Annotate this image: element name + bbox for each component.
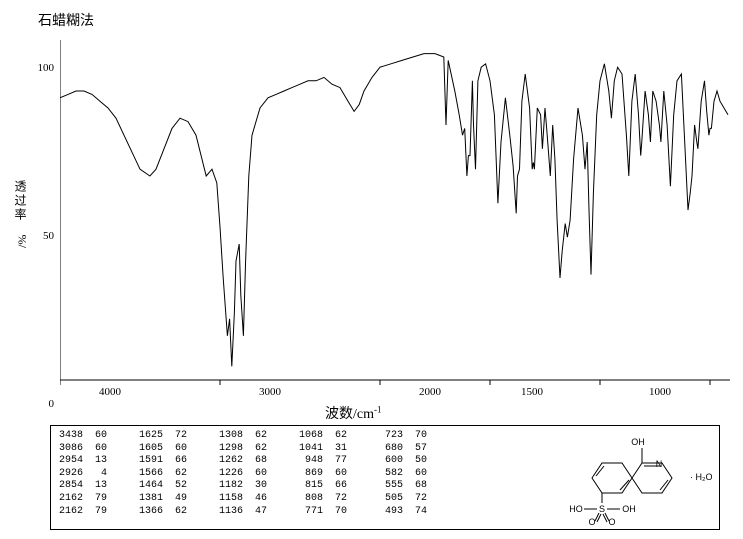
peak-row: 1381 49 — [133, 493, 213, 506]
peak-row: 2162 79 — [53, 493, 133, 506]
peak-row: 2854 13 — [53, 480, 133, 493]
peak-column: 3438 60 3086 60 2954 13 2926 4 2854 13 2… — [53, 430, 133, 525]
peak-row: 555 68 — [373, 480, 453, 493]
peak-row: 2926 4 — [53, 468, 133, 481]
peak-row: 1041 31 — [293, 443, 373, 456]
peak-row: 1605 60 — [133, 443, 213, 456]
mol-oh-top: OH — [631, 437, 645, 447]
peak-row: 505 72 — [373, 493, 453, 506]
peak-row: 1068 62 — [293, 430, 373, 443]
peak-row: 1298 62 — [213, 443, 293, 456]
peak-column: 1308 62 1298 62 1262 68 1226 60 1182 30 … — [213, 430, 293, 525]
peak-row: 948 77 — [293, 455, 373, 468]
spectrum-line — [60, 54, 728, 367]
peak-column: 723 70 680 57 600 50 582 60 555 68 505 7… — [373, 430, 453, 525]
peak-row: 808 72 — [293, 493, 373, 506]
peak-row: 680 57 — [373, 443, 453, 456]
y-tick-label: 100 — [30, 62, 54, 74]
mol-o1: O — [588, 517, 595, 525]
peak-row: 1158 46 — [213, 493, 293, 506]
peak-column: 1068 62 1041 31 948 77 869 60 815 66 808… — [293, 430, 373, 525]
peak-row: 1136 47 — [213, 506, 293, 519]
y-tick-label: 0 — [30, 398, 54, 410]
peak-row: 1625 72 — [133, 430, 213, 443]
y-axis-label: 透过率 — [12, 180, 29, 222]
peak-row: 723 70 — [373, 430, 453, 443]
peak-row: 869 60 — [293, 468, 373, 481]
peak-row: 1308 62 — [213, 430, 293, 443]
peak-row: 582 60 — [373, 468, 453, 481]
peak-row: 1591 66 — [133, 455, 213, 468]
mol-oh-right: OH — [622, 504, 636, 514]
peak-table: 3438 60 3086 60 2954 13 2926 4 2854 13 2… — [50, 425, 720, 530]
peak-row: 2954 13 — [53, 455, 133, 468]
chart-title: 石蜡糊法 — [38, 10, 94, 30]
mol-ho: HO — [569, 504, 583, 514]
peak-row: 815 66 — [293, 480, 373, 493]
peak-row: 771 70 — [293, 506, 373, 519]
peak-row: 3086 60 — [53, 443, 133, 456]
x-axis-label: 波数/cm-1 — [325, 403, 382, 423]
peak-row: 600 50 — [373, 455, 453, 468]
mol-hydrate: · H₂O — [690, 472, 712, 482]
peak-row: 2162 79 — [53, 506, 133, 519]
peak-row: 1566 62 — [133, 468, 213, 481]
mol-n: N — [655, 459, 662, 469]
peak-column: 1625 72 1605 60 1591 66 1566 62 1464 52 … — [133, 430, 213, 525]
ir-spectrum-plot — [60, 30, 730, 390]
molecule-structure: OH N S HO OH O O · H₂O — [544, 426, 719, 529]
mol-o2: O — [608, 517, 615, 525]
peak-row: 3438 60 — [53, 430, 133, 443]
peak-row: 1464 52 — [133, 480, 213, 493]
mol-s: S — [598, 504, 604, 514]
peak-row: 1182 30 — [213, 480, 293, 493]
y-axis-unit: /% — [15, 235, 30, 248]
peak-row: 493 74 — [373, 506, 453, 519]
peak-row: 1226 60 — [213, 468, 293, 481]
peak-row: 1366 62 — [133, 506, 213, 519]
chart-area: 透过率 /% 100500 40003000200015001000500 — [10, 30, 730, 395]
peak-data-columns: 3438 60 3086 60 2954 13 2926 4 2854 13 2… — [51, 426, 544, 529]
peak-row: 1262 68 — [213, 455, 293, 468]
y-tick-label: 50 — [30, 230, 54, 242]
